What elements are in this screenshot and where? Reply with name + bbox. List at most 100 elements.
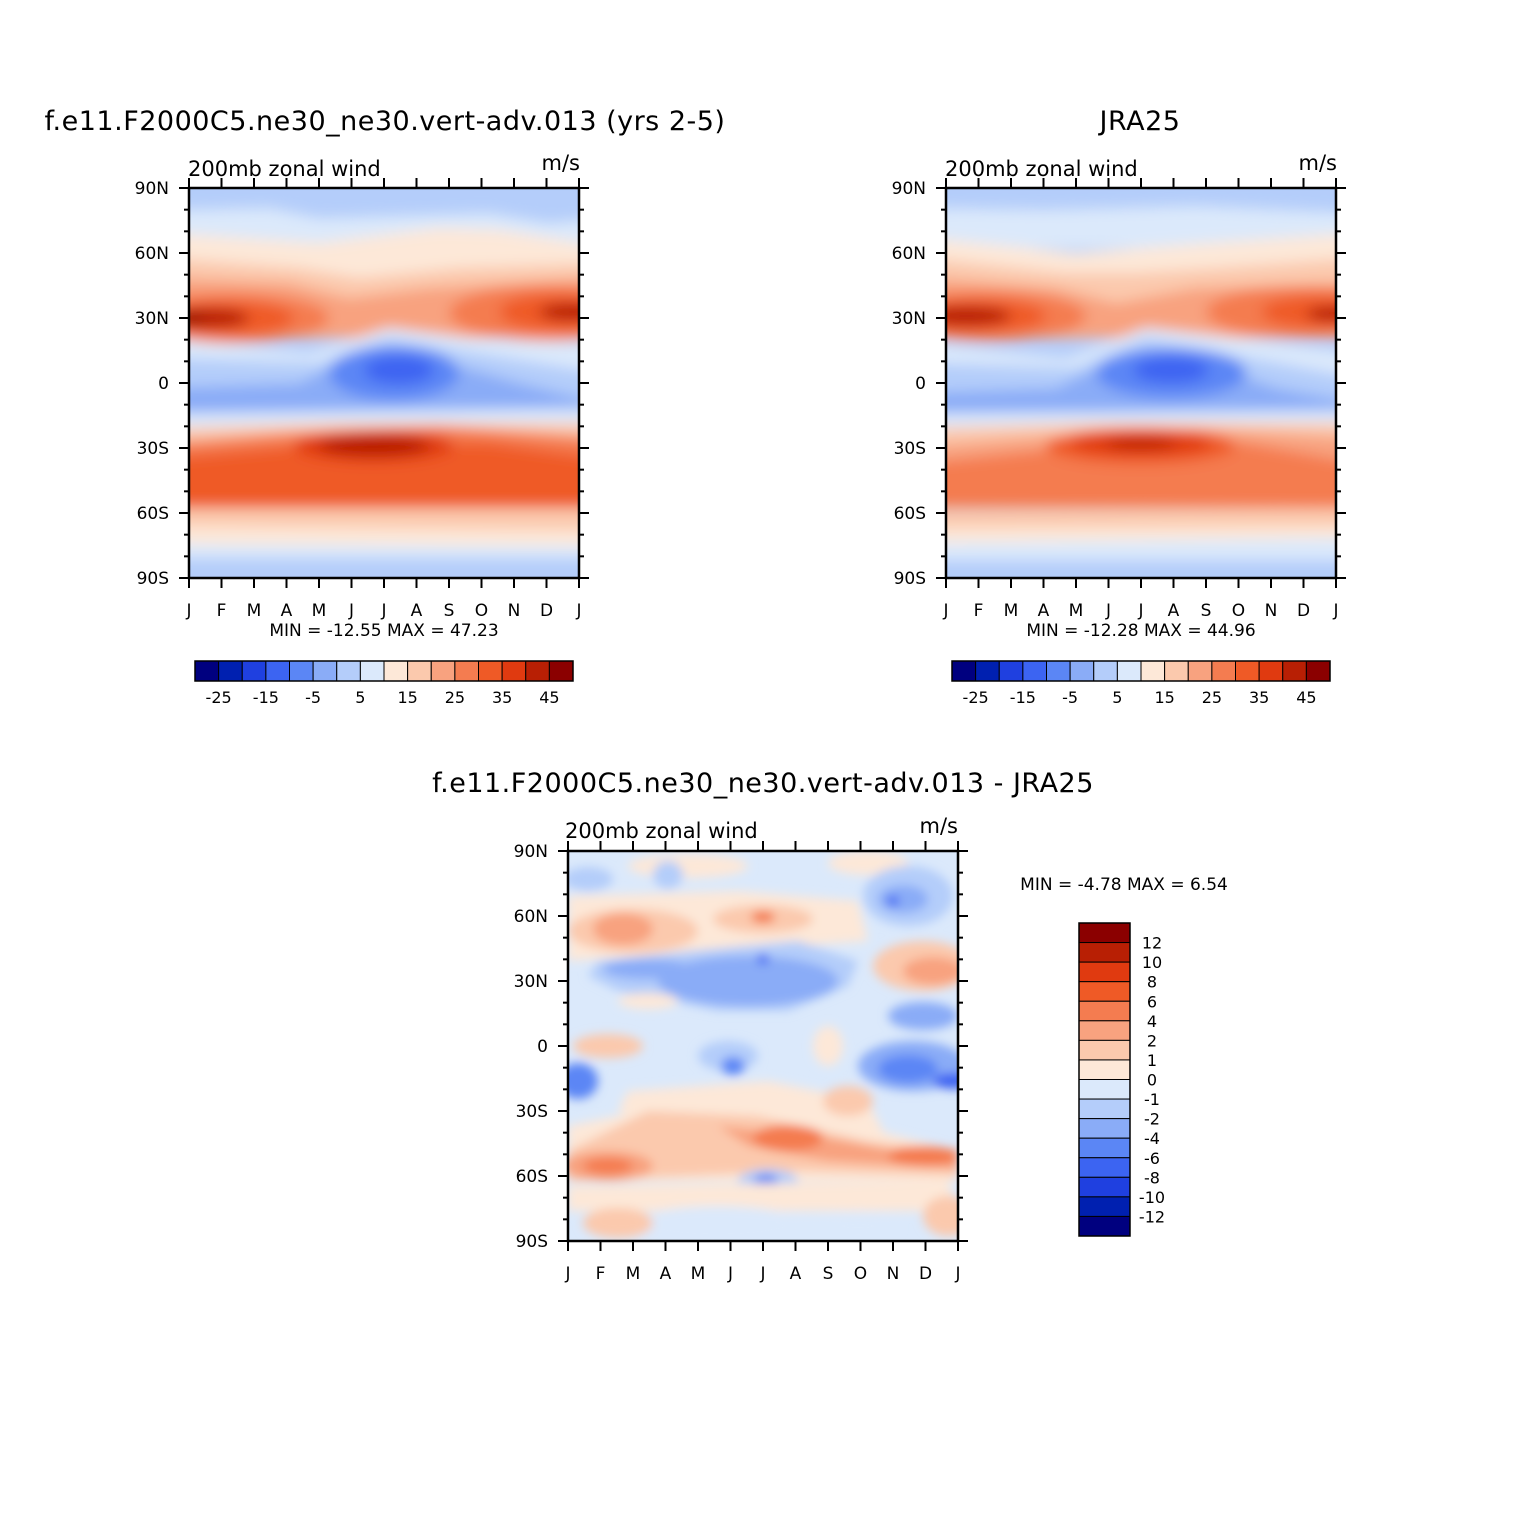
x-tick-label: M (626, 1264, 641, 1284)
colorbar-swatch (407, 660, 432, 682)
colorbar-swatch (241, 660, 267, 682)
colorbar-swatch (1078, 1020, 1131, 1041)
x-tick-label: J (348, 601, 354, 621)
colorbar-swatch (1078, 1079, 1131, 1100)
x-tick-label: N (1265, 601, 1278, 621)
colorbar-label: 25 (445, 688, 465, 707)
colorbar-swatch (218, 660, 243, 682)
panel-obs: JRA25 200mb zonal wind m/s (892, 106, 1346, 707)
x-tick-label: M (691, 1264, 706, 1284)
x-tick-label: S (444, 601, 455, 621)
colorbar-swatch (501, 660, 527, 682)
x-tick-label: J (564, 1264, 570, 1284)
colorbar-label: 15 (1154, 688, 1174, 707)
y-tick-label: 30S (137, 439, 169, 459)
x-tick-label: S (823, 1264, 834, 1284)
panel-obs-stats: MIN = -12.28 MAX = 44.96 (1026, 621, 1255, 641)
y-tick-label: 30S (516, 1102, 548, 1122)
colorbar-label: 15 (397, 688, 417, 707)
panel-model-y-ticks: 90N 60N 30N 0 30S 60S 90S (135, 179, 589, 589)
colorbar-swatch (1282, 660, 1307, 682)
colorbar-label: 1 (1147, 1051, 1157, 1070)
colorbar-frame (951, 660, 1331, 682)
x-tick-label: S (1201, 601, 1212, 621)
colorbar-swatch (1078, 1176, 1131, 1198)
colorbar-swatch (975, 660, 1000, 682)
y-tick-label: 90N (514, 842, 548, 862)
colorbar-swatch (383, 660, 409, 682)
colorbar-frame (1078, 922, 1131, 1237)
colorbar-swatch (1187, 660, 1213, 682)
x-tick-label: N (887, 1264, 900, 1284)
colorbar-label: 2 (1147, 1031, 1157, 1050)
x-tick-label: J (185, 601, 191, 621)
x-tick-label: M (1069, 601, 1084, 621)
colorbar-label: 12 (1142, 934, 1162, 953)
colorbar-swatch (1235, 660, 1260, 682)
colorbar-swatch (478, 660, 503, 682)
y-tick-label: 90N (892, 179, 926, 199)
colorbar-swatch (1078, 1118, 1131, 1139)
panel-model-field (189, 188, 579, 578)
x-tick-label: O (475, 601, 488, 621)
x-tick-label: A (281, 601, 293, 621)
colorbar-swatch (265, 660, 290, 682)
y-tick-label: 0 (158, 374, 169, 394)
colorbar-label: -8 (1144, 1168, 1160, 1187)
colorbar-label: -12 (1139, 1207, 1165, 1226)
x-tick-label: A (660, 1264, 672, 1284)
x-tick-label: O (854, 1264, 867, 1284)
colorbar-swatch (1078, 942, 1131, 963)
y-tick-label: 90N (135, 179, 169, 199)
x-tick-label: D (1297, 601, 1310, 621)
colorbar-swatch (998, 660, 1024, 682)
x-tick-label: N (508, 601, 521, 621)
x-tick-label: F (217, 601, 227, 621)
colorbar-label: 0 (1147, 1071, 1157, 1090)
x-tick-label: A (411, 601, 423, 621)
colorbar-swatch (548, 660, 574, 682)
x-tick-label: M (247, 601, 262, 621)
colorbar-label: 25 (1202, 688, 1222, 707)
x-tick-label: F (974, 601, 984, 621)
y-tick-label: 90S (894, 569, 926, 589)
colorbar-label: -2 (1144, 1110, 1160, 1129)
y-tick-label: 60N (514, 907, 548, 927)
colorbar-swatch (1078, 1098, 1131, 1120)
panel-model: f.e11.F2000C5.ne30_ne30.vert-adv.013 (yr… (45, 106, 725, 707)
colorbar-label: -15 (1010, 688, 1036, 707)
colorbar-swatch (1211, 660, 1236, 682)
panel-obs-title: JRA25 (1098, 106, 1181, 137)
colorbar-frame (194, 660, 574, 682)
y-tick-label: 60N (135, 244, 169, 264)
y-tick-label: 60S (894, 504, 926, 524)
colorbar-swatch (430, 660, 456, 682)
colorbar-swatch (1078, 1215, 1131, 1237)
colorbar-swatch (1164, 660, 1189, 682)
x-tick-label: D (540, 601, 553, 621)
panel-obs-subtitle: 200mb zonal wind (945, 157, 1138, 181)
colorbar-swatch (1093, 660, 1118, 682)
colorbar-swatch (1022, 660, 1047, 682)
colorbar-label: -10 (1139, 1188, 1165, 1207)
colorbar-swatch (1078, 1157, 1131, 1178)
x-tick-label: A (1038, 601, 1050, 621)
colorbar-label: -6 (1144, 1149, 1160, 1168)
colorbar-swatch (1305, 660, 1331, 682)
x-tick-label: J (575, 601, 581, 621)
x-tick-label: O (1232, 601, 1245, 621)
colorbar-label: -5 (1062, 688, 1078, 707)
y-tick-label: 90S (137, 569, 169, 589)
x-tick-label: M (312, 601, 327, 621)
colorbar-label: 4 (1147, 1012, 1157, 1031)
x-tick-label: J (942, 601, 948, 621)
colorbar-swatch (289, 660, 314, 682)
x-tick-label: J (1332, 601, 1338, 621)
x-tick-label: A (1168, 601, 1180, 621)
y-tick-label: 90S (516, 1232, 548, 1252)
